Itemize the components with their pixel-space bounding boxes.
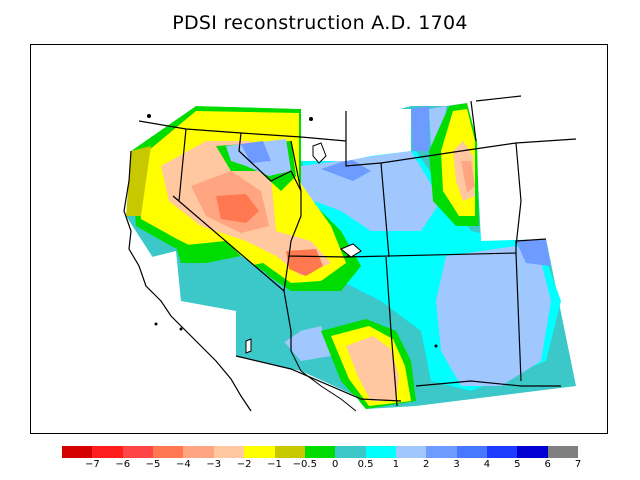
lake-powell [340, 243, 362, 258]
legend-tick-label: 6 [544, 459, 551, 470]
region-blue-cutout [241, 141, 271, 163]
legend-tick-label: −3 [206, 459, 222, 470]
legend-swatch [547, 446, 579, 458]
region-blue-east [516, 239, 551, 266]
legend-tick-label: 3 [453, 459, 460, 470]
legend-tick-label: −0.5 [292, 459, 317, 470]
great-salt-lake [312, 142, 327, 164]
region-orange-west [216, 194, 259, 223]
legend-tick-label: 0.5 [357, 459, 374, 470]
legend-swatch [456, 446, 488, 458]
island-3 [154, 322, 158, 326]
region-peach-south [346, 336, 399, 401]
mask-ne-corner [476, 101, 607, 241]
region-teal-southwest [176, 249, 301, 351]
legend-tick-label: −4 [176, 459, 191, 470]
map-title: PDSI reconstruction A.D. 1704 [172, 12, 468, 34]
mask-north-strip [31, 45, 607, 151]
island-2 [309, 117, 313, 121]
legend-swatch [335, 446, 366, 458]
pdsi-map [31, 45, 607, 433]
legend-tick-label: −1 [267, 459, 282, 470]
map-frame [30, 44, 608, 434]
legend-swatch [122, 446, 154, 458]
legend-swatch [244, 446, 275, 458]
legend-swatch [426, 446, 457, 458]
region-olive-west [126, 146, 151, 216]
legend-tick-label: −6 [115, 459, 131, 470]
region-salmon-ne [461, 161, 475, 193]
legend-tick-label: 4 [483, 459, 491, 470]
region-lightblue-east [436, 246, 551, 386]
legend-tick-label: 5 [514, 459, 521, 470]
state-borders [138, 95, 577, 407]
legend-tick-label: −5 [145, 459, 161, 470]
legend-swatch [304, 446, 336, 458]
legend-tick-label: −7 [84, 459, 100, 470]
legend-tick-label: −2 [236, 459, 252, 470]
region-blue-northeast [411, 106, 429, 151]
legend-tick-label: 2 [423, 459, 430, 470]
baja-coastline [290, 350, 357, 412]
legend-tick-label: 1 [392, 459, 400, 470]
legend-swatch [62, 446, 93, 458]
mask-north [301, 109, 411, 161]
legend-tick-label: 7 [574, 459, 582, 470]
mask-west-coast [31, 45, 607, 433]
legend-swatch [365, 446, 396, 458]
legend-swatch [153, 446, 184, 458]
legend-swatch [92, 446, 123, 458]
island-1 [147, 114, 151, 118]
legend-swatch [395, 446, 427, 458]
region-green-southwest [176, 241, 241, 263]
salton-lake [245, 338, 252, 354]
legend-swatch [517, 446, 548, 458]
legend-tick-label: 0 [331, 459, 339, 470]
island-4 [179, 327, 183, 331]
island-5 [434, 344, 438, 348]
legend-swatch [487, 446, 518, 458]
legend-swatch [274, 446, 305, 458]
legend-swatch [213, 446, 245, 458]
legend-tick-labels: −7 −6 −5 −4 −3 −2 −1 −0.5 0 0.5 1 2 3 4 5 6 7 [62, 459, 582, 473]
legend-colorbar [62, 446, 579, 458]
legend-swatch [183, 446, 214, 458]
pacific-coastline [123, 150, 252, 412]
